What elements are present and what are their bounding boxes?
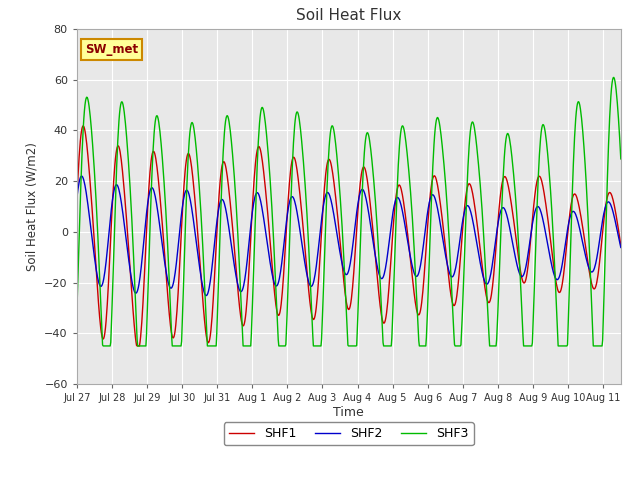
SHF2 bbox=[241, 279, 248, 285]
SHF1 bbox=[357, 176, 365, 181]
SHF1 bbox=[241, 321, 248, 327]
SHF1 bbox=[531, 199, 538, 204]
Y-axis label: Soil Heat Flux (W/m2): Soil Heat Flux (W/m2) bbox=[26, 142, 38, 271]
SHF1 bbox=[125, 257, 133, 263]
SHF3 bbox=[99, 343, 107, 349]
SHF1 bbox=[387, 269, 394, 275]
SHF3 bbox=[125, 175, 133, 181]
Line: SHF2: SHF2 bbox=[77, 176, 621, 296]
SHF2 bbox=[77, 173, 85, 179]
SHF3 bbox=[386, 343, 394, 349]
SHF2 bbox=[202, 293, 210, 299]
SHF3 bbox=[610, 74, 618, 80]
SHF3 bbox=[530, 308, 538, 313]
Text: SW_met: SW_met bbox=[85, 43, 138, 56]
Line: SHF3: SHF3 bbox=[77, 77, 621, 346]
Line: SHF1: SHF1 bbox=[77, 126, 621, 346]
SHF3 bbox=[356, 243, 364, 249]
SHF3 bbox=[617, 156, 625, 162]
SHF2 bbox=[387, 231, 394, 237]
SHF2 bbox=[357, 188, 365, 194]
SHF2 bbox=[73, 196, 81, 202]
SHF3 bbox=[240, 343, 248, 349]
SHF1 bbox=[79, 123, 87, 129]
Legend: SHF1, SHF2, SHF3: SHF1, SHF2, SHF3 bbox=[224, 422, 474, 445]
SHF2 bbox=[531, 212, 538, 218]
SHF3 bbox=[73, 311, 81, 317]
Title: Soil Heat Flux: Soil Heat Flux bbox=[296, 9, 401, 24]
SHF1 bbox=[552, 281, 560, 287]
SHF3 bbox=[552, 289, 559, 295]
SHF1 bbox=[617, 242, 625, 248]
SHF2 bbox=[125, 263, 133, 268]
SHF1 bbox=[133, 343, 141, 349]
X-axis label: Time: Time bbox=[333, 406, 364, 419]
SHF2 bbox=[617, 245, 625, 251]
SHF2 bbox=[552, 276, 560, 282]
SHF1 bbox=[73, 197, 81, 203]
